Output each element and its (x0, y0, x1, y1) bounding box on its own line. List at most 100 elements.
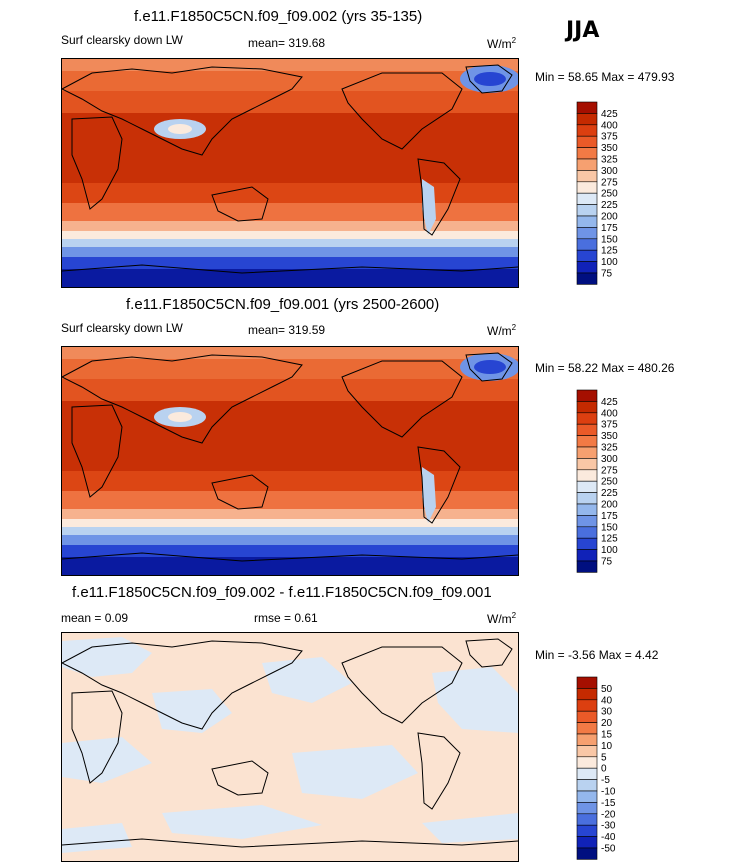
neg-patch (152, 689, 232, 733)
sh-band-b (62, 231, 518, 239)
south-america-outline (417, 732, 461, 810)
greenland-core (474, 360, 506, 374)
panel3-colorbar-swatch (576, 813, 598, 826)
panel3-colorbar-swatch (576, 733, 598, 746)
australia-outline (211, 760, 269, 796)
panel1-minmax: Min = 58.65 Max = 479.93 (535, 70, 675, 84)
panel2-coastlines (62, 352, 518, 562)
eurasia-outline (62, 354, 303, 444)
sh-subtropics-band (62, 183, 518, 203)
panel2-colorbar-tick-label: 350 (601, 431, 618, 442)
panel2-colorbar-swatch (576, 549, 598, 562)
panel2-colorbar-tick-label: 100 (601, 545, 618, 556)
panel2-colorbar-swatch (576, 503, 598, 516)
panel2-colorbar-swatch (576, 423, 598, 436)
panel2-colorbar-swatch (576, 412, 598, 425)
panel1-colorbar-tick-label: 250 (601, 189, 618, 200)
panel1-colorbar-swatch (576, 147, 598, 160)
neg-patch (432, 667, 518, 733)
mid-nh-band (62, 379, 518, 401)
panel1-map-svg (62, 59, 518, 287)
panel3-colorbar-tick-label: 5 (601, 752, 607, 763)
panel3-colorbar-tick-label: -30 (601, 821, 616, 832)
sh-band-b (62, 519, 518, 527)
panel2-colorbar-tick-label: 200 (601, 500, 618, 511)
antarctic-band-b (62, 557, 518, 575)
africa-outline (71, 690, 123, 784)
antarctic-band-a (62, 257, 518, 269)
panel3-rmse: rmse = 0.61 (254, 611, 318, 625)
neg-patch (262, 657, 352, 703)
panel3-colorbar-swatch (576, 824, 598, 837)
panel1-colorbar-swatch (576, 124, 598, 137)
panel2-colorbar-swatch (576, 526, 598, 539)
panel3-colorbar-tick-label: -5 (601, 775, 610, 786)
panel1-colorbar-tick-label: 325 (601, 155, 618, 166)
australia-outline (211, 474, 269, 510)
panel2-colorbar-tick-label: 250 (601, 477, 618, 488)
panel3-colorbar: 50 40 30 20 15 10 5 0 -5 -10 -15 -20 -30 -40 -50 (576, 676, 636, 865)
sh-band-c (62, 527, 518, 535)
panel1-variable: Surf clearsky down LW (61, 33, 183, 47)
panel3-colorbar-tick-label: 30 (601, 707, 613, 718)
antarctic-band-b (62, 269, 518, 287)
panel1-colorbar-tick-label: 225 (601, 200, 618, 211)
andes-cold-strip (422, 179, 436, 235)
panel3-title: f.e11.F1850C5CN.f09_f09.002 - f.e11.F185… (72, 584, 492, 601)
tropics-band (62, 401, 518, 471)
panel3-colorbar-swatch (576, 779, 598, 792)
eurasia-outline (62, 66, 303, 156)
panel2-colorbar-swatch (576, 560, 598, 573)
panel3-colorbar-swatch (576, 745, 598, 758)
panel3-colorbar-tick-label: 10 (601, 741, 613, 752)
panel3-units: W/m2 (487, 611, 517, 626)
panel2-colorbar-tick-label: 325 (601, 443, 618, 454)
panel1-map (61, 58, 519, 288)
neg-patch (422, 813, 518, 843)
panel1-colorbar-tick-label: 350 (601, 143, 618, 154)
panel3-colorbar-swatch (576, 802, 598, 815)
neg-patch (292, 745, 418, 799)
panel1-colorbar-swatch (576, 181, 598, 194)
panel1-colorbar-tick-label: 275 (601, 177, 618, 188)
panel3-map-svg (62, 633, 518, 861)
panel3-colorbar-tick-label: 15 (601, 730, 613, 741)
tibet-core (168, 412, 192, 422)
panel1-units: W/m2 (487, 36, 517, 51)
panel2-colorbar-tick-label: 300 (601, 454, 618, 465)
panel3-map (61, 632, 519, 862)
panel2-colorbar-tick-label: 125 (601, 534, 618, 545)
panel1-colorbar-swatch (576, 158, 598, 171)
panel1-colorbar-swatch (576, 204, 598, 217)
panel1-colorbar-swatch (576, 170, 598, 183)
high-nh-band (62, 359, 518, 379)
andes-cold-strip (422, 467, 436, 523)
panel1-colorbar-swatch (576, 238, 598, 251)
panel1-colorbar-swatch (576, 192, 598, 205)
panel3-colorbar-tick-label: 50 (601, 684, 613, 695)
sh-midlat-band (62, 491, 518, 509)
neg-patch (62, 637, 152, 677)
panel3-colorbar-swatch (576, 699, 598, 712)
panel3-minmax: Min = -3.56 Max = 4.42 (535, 648, 659, 662)
panel2-colorbar: 425 400 375 350 325 300 275 250 225 200 175 150 125 1… (576, 389, 636, 578)
panel1-colorbar-tick-label: 75 (601, 269, 613, 280)
panel3-colorbar-tick-label: -20 (601, 809, 616, 820)
mid-nh-band (62, 91, 518, 113)
north-america-outline (341, 360, 463, 438)
panel2-colorbar-tick-label: 375 (601, 420, 618, 431)
panel1-colorbar-tick-label: 400 (601, 120, 618, 131)
panel2-colorbar-tick-label: 400 (601, 408, 618, 419)
panel1-colorbar: 425 400 375 350 325 300 275 250 225 200 175 150 125 1… (576, 101, 636, 290)
sh-band-d (62, 247, 518, 257)
panel2-map-svg (62, 347, 518, 575)
panel2-colorbar-swatch (576, 480, 598, 493)
panel1-colorbar-swatch (576, 272, 598, 285)
panel2-colorbar-tick-label: 175 (601, 511, 618, 522)
south-america-outline (417, 446, 461, 524)
arctic-band (62, 347, 518, 359)
panel2-colorbar-tick-label: 150 (601, 522, 618, 533)
high-nh-band (62, 71, 518, 91)
sh-band-a (62, 509, 518, 519)
